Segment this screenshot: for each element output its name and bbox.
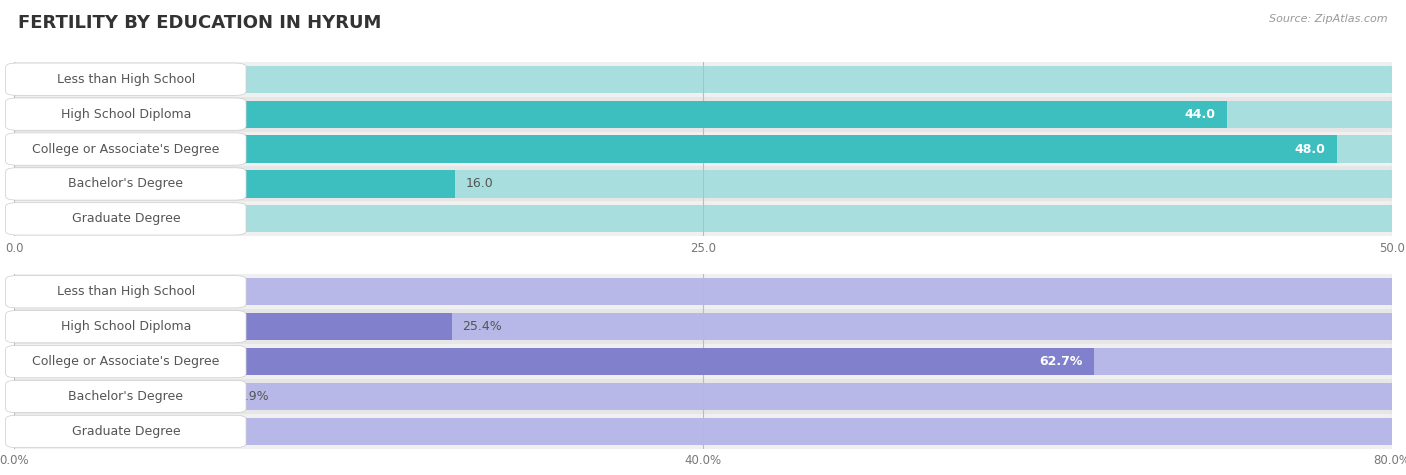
Bar <box>14 344 1392 379</box>
Text: 0.0: 0.0 <box>42 212 62 225</box>
Text: 62.7%: 62.7% <box>1039 355 1083 368</box>
Text: Graduate Degree: Graduate Degree <box>72 425 180 438</box>
Bar <box>14 101 1226 128</box>
Text: 44.0: 44.0 <box>1185 108 1216 121</box>
Text: 0.0: 0.0 <box>42 73 62 86</box>
Text: High School Diploma: High School Diploma <box>60 108 191 121</box>
Bar <box>14 309 1392 344</box>
Bar <box>14 313 1392 340</box>
Bar <box>14 383 1392 410</box>
Text: 25.4%: 25.4% <box>463 320 502 333</box>
Bar <box>14 201 1392 237</box>
Bar <box>14 383 219 410</box>
Bar <box>14 414 1392 449</box>
Text: Less than High School: Less than High School <box>56 73 195 86</box>
Text: 16.0: 16.0 <box>465 178 494 190</box>
Text: FERTILITY BY EDUCATION IN HYRUM: FERTILITY BY EDUCATION IN HYRUM <box>18 14 381 32</box>
Text: Bachelor's Degree: Bachelor's Degree <box>69 390 183 403</box>
Text: College or Associate's Degree: College or Associate's Degree <box>32 355 219 368</box>
Text: 48.0: 48.0 <box>1295 142 1326 155</box>
Bar <box>14 101 1392 128</box>
Bar <box>14 171 456 198</box>
Bar <box>14 348 1094 375</box>
Text: 0.0%: 0.0% <box>42 425 73 438</box>
Bar <box>14 97 1392 132</box>
Bar <box>14 167 1392 201</box>
Bar <box>14 205 1392 232</box>
Text: 11.9%: 11.9% <box>231 390 270 403</box>
Bar <box>14 135 1392 162</box>
Bar <box>14 379 1392 414</box>
Text: Bachelor's Degree: Bachelor's Degree <box>69 178 183 190</box>
Text: High School Diploma: High School Diploma <box>60 320 191 333</box>
Text: Graduate Degree: Graduate Degree <box>72 212 180 225</box>
Bar <box>14 348 1392 375</box>
Bar <box>14 135 1337 162</box>
Text: 0.0%: 0.0% <box>42 285 73 298</box>
Bar <box>14 418 1392 445</box>
Bar <box>14 313 451 340</box>
Bar <box>14 171 1392 198</box>
Bar <box>14 132 1392 167</box>
Bar <box>14 275 1392 309</box>
Bar <box>14 278 1392 305</box>
Text: Source: ZipAtlas.com: Source: ZipAtlas.com <box>1270 14 1388 24</box>
Bar <box>14 62 1392 97</box>
Text: College or Associate's Degree: College or Associate's Degree <box>32 142 219 155</box>
Bar <box>14 66 1392 93</box>
Text: Less than High School: Less than High School <box>56 285 195 298</box>
